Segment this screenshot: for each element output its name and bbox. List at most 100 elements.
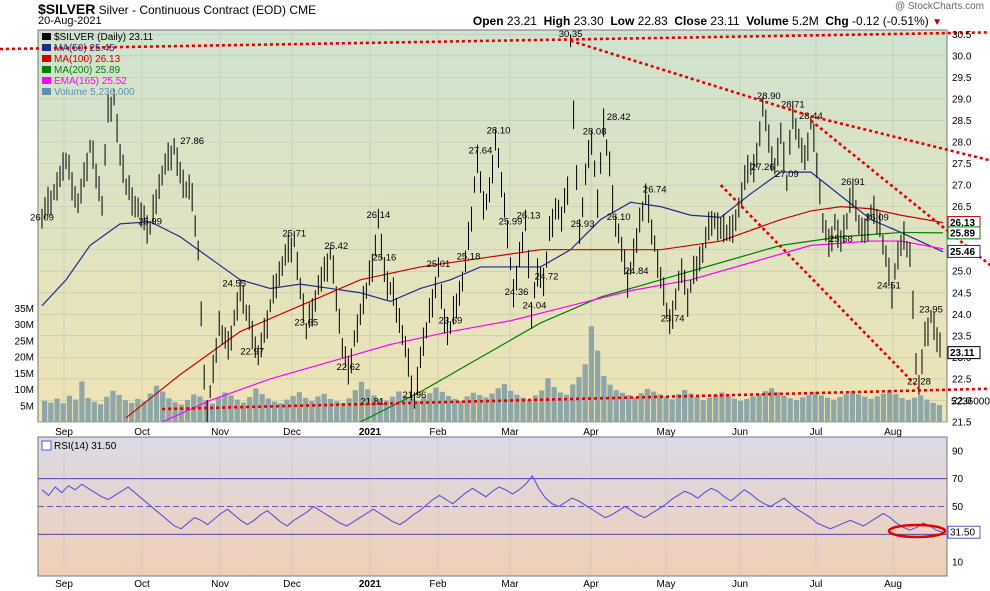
volume-tick-label: 10M — [15, 385, 34, 396]
volume-bar — [899, 398, 905, 422]
price-annotation: 28.08 — [583, 127, 607, 138]
rsi-oversold-highlight — [887, 523, 947, 539]
trendline — [810, 114, 990, 162]
low-value: 22.83 — [637, 14, 668, 28]
price-tick-label: 30.0 — [952, 51, 972, 62]
ema165-line — [161, 240, 944, 422]
volume-bar — [433, 387, 439, 422]
price-annotation: 25.93 — [571, 219, 595, 230]
volume-bar — [240, 402, 247, 422]
ma100-line — [125, 206, 944, 419]
rsi-tick-label: 10 — [952, 558, 964, 569]
volume-bar — [706, 398, 713, 422]
price-annotation: 21.81 — [360, 397, 384, 408]
rsi-legend-swatch — [41, 440, 52, 451]
rsi-tick-label: 70 — [952, 474, 964, 485]
price-annotation: 24.36 — [505, 287, 529, 298]
volume-bar — [452, 398, 458, 422]
price-annotation: 23.69 — [439, 316, 463, 327]
x-tick-label: Nov — [211, 427, 229, 438]
low-label: Low — [610, 14, 635, 28]
volume-bar — [868, 398, 874, 422]
x-tick-label: Aug — [884, 427, 902, 438]
volume-bar — [396, 391, 402, 422]
volume-bar — [172, 402, 178, 422]
volume-bar — [563, 394, 570, 422]
price-annotation: 25.01 — [427, 259, 451, 270]
volume-bar — [48, 402, 54, 422]
volume-bar — [843, 394, 849, 422]
volume-bar — [688, 393, 694, 422]
volume-bar — [880, 393, 887, 422]
volume-bar — [91, 401, 97, 422]
last-value-tag — [947, 244, 981, 258]
volume-bar — [421, 397, 427, 422]
x-tick-label: Feb — [429, 579, 447, 590]
price-annotation: 22.97 — [240, 347, 264, 358]
volume-bar — [775, 392, 781, 422]
volume-bar — [657, 394, 663, 422]
volume-bar — [787, 398, 793, 422]
volume-bar — [73, 399, 79, 422]
price-tick-label: 26.5 — [952, 202, 972, 213]
price-annotation: 26.09 — [30, 212, 54, 223]
price-tick-label: 28.0 — [952, 138, 972, 149]
price-annotation: 28.90 — [757, 91, 781, 102]
legend-swatch — [42, 88, 51, 95]
volume-bar — [663, 396, 669, 422]
high-value: 23.30 — [573, 14, 604, 28]
price-annotation: 25.71 — [282, 229, 306, 240]
volume-tick-label: 30M — [15, 320, 34, 331]
price-annotation: 24.55 — [222, 279, 246, 290]
rsi-line — [41, 474, 944, 533]
volume-bar — [116, 395, 122, 422]
volume-bar — [682, 389, 688, 422]
volume-bar — [862, 396, 868, 422]
volume-bar — [389, 396, 396, 422]
x-tick-label: May — [657, 427, 676, 438]
price-annotation: 26.09 — [865, 212, 889, 223]
volume-bar — [849, 390, 856, 422]
volume-bar — [725, 396, 731, 422]
volume-bar — [619, 392, 626, 422]
x-tick-label: Feb — [429, 427, 447, 438]
rsi-title: RSI(14) 31.50 — [54, 441, 117, 452]
price-annotation: 21.96 — [403, 390, 427, 401]
volume-bar — [402, 395, 408, 422]
volume-bar — [265, 398, 271, 422]
volume-bar — [128, 402, 135, 422]
volume-bar — [408, 398, 414, 422]
x-tick-label: Dec — [283, 579, 301, 590]
change-value: -0.12 (-0.51%) — [852, 14, 929, 28]
volume-bar — [532, 395, 539, 422]
volume-bar — [508, 390, 514, 422]
x-tick-label: Mar — [501, 427, 519, 438]
volume-last-label: 5236000 — [951, 396, 990, 407]
price-annotation: 25.58 — [829, 234, 853, 245]
price-annotation: 25.99 — [138, 217, 162, 228]
price-annotation: 27.86 — [180, 136, 204, 147]
volume-bar — [483, 397, 489, 422]
high-label: High — [543, 14, 571, 28]
price-annotation: 25.18 — [457, 251, 481, 262]
price-panel — [37, 29, 948, 423]
volume-bar — [526, 399, 532, 422]
volume-bar — [607, 384, 613, 422]
price-tick-label: 24.5 — [952, 288, 972, 299]
volume-bar — [582, 364, 588, 422]
volume-bar — [557, 392, 563, 422]
price-annotation: 26.74 — [643, 184, 667, 195]
rsi-last-tag-text: 31.50 — [950, 528, 975, 539]
volume-bar — [632, 397, 638, 422]
x-tick-label: 2021 — [359, 427, 382, 438]
volume-bar — [371, 395, 377, 422]
volume-bar — [253, 388, 259, 422]
volume-bar — [800, 397, 806, 422]
price-annotation: 28.42 — [607, 112, 631, 123]
price-tick-label: 23.5 — [952, 331, 972, 342]
volume-bar — [383, 400, 389, 422]
x-tick-label: Jun — [732, 427, 748, 438]
volume-bar — [309, 400, 315, 422]
volume-bar — [66, 395, 73, 422]
